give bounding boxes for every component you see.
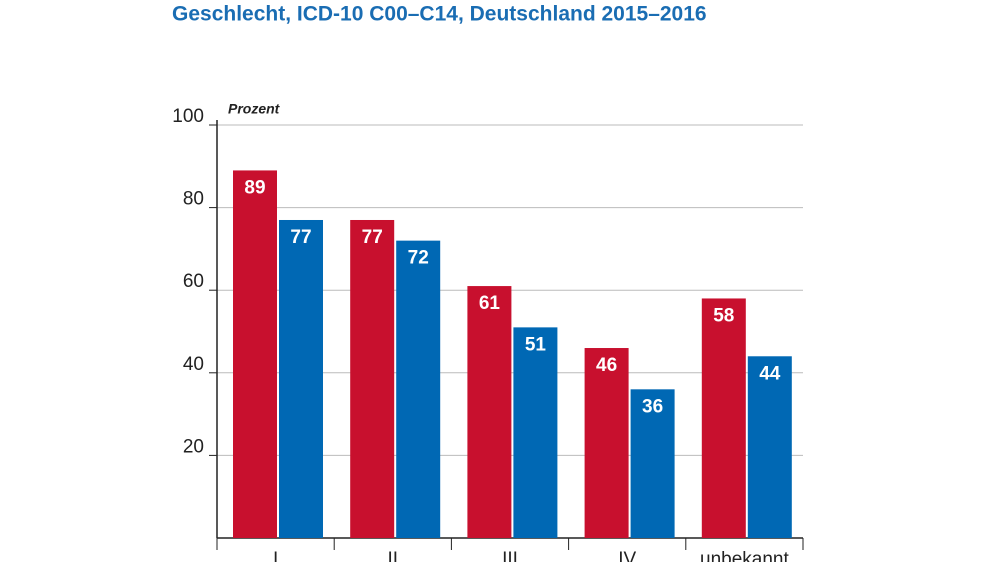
y-tick-label: 60	[183, 271, 204, 292]
value-label: 46	[596, 355, 617, 376]
y-tick-label: 20	[183, 436, 204, 457]
value-label: 51	[525, 334, 547, 355]
value-label: 58	[713, 305, 734, 326]
bar	[584, 348, 629, 538]
value-label: 72	[408, 248, 429, 269]
bar	[701, 298, 746, 538]
x-tick-label: IV	[618, 549, 636, 562]
x-tick-label: unbekannt	[700, 549, 789, 562]
value-label: 44	[759, 363, 781, 384]
y-tick-label: 40	[183, 354, 204, 375]
bar	[350, 219, 395, 539]
bar	[747, 356, 792, 538]
x-tick-label: III	[502, 549, 518, 562]
value-label: 61	[479, 293, 501, 314]
bar	[279, 219, 323, 539]
y-tick-label: 100	[172, 106, 204, 127]
value-label: 77	[290, 227, 311, 248]
bar	[467, 286, 512, 538]
value-label: 89	[244, 177, 265, 198]
value-label: 77	[362, 227, 383, 248]
bar	[233, 170, 277, 538]
x-tick-label: I	[273, 549, 278, 562]
bar	[630, 389, 675, 538]
y-tick-label: 80	[183, 189, 204, 210]
y-axis-label: Prozent	[228, 101, 281, 117]
bar	[396, 240, 441, 538]
chart-title: Geschlecht, ICD-10 C00–C14, Deutschland …	[172, 3, 707, 26]
value-label: 36	[642, 396, 663, 417]
x-tick-label: II	[388, 549, 399, 562]
bar	[513, 327, 558, 538]
